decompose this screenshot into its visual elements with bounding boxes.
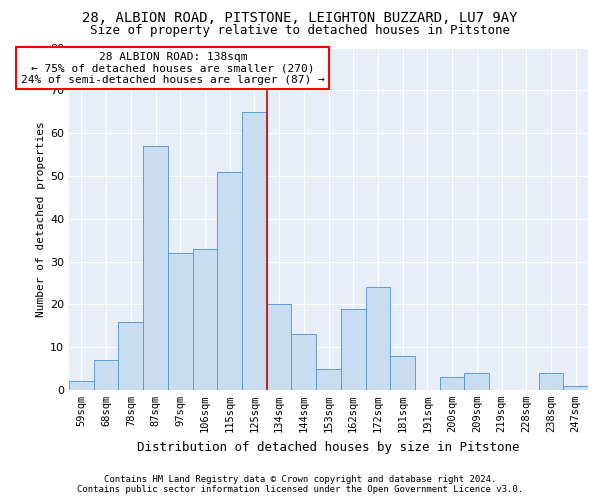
Bar bbox=[341, 308, 365, 390]
Bar bbox=[168, 253, 193, 390]
Text: Contains public sector information licensed under the Open Government Licence v3: Contains public sector information licen… bbox=[77, 485, 523, 494]
Text: Size of property relative to detached houses in Pitstone: Size of property relative to detached ho… bbox=[90, 24, 510, 37]
Bar bbox=[242, 112, 267, 390]
Text: 28 ALBION ROAD: 138sqm
← 75% of detached houses are smaller (270)
24% of semi-de: 28 ALBION ROAD: 138sqm ← 75% of detached… bbox=[21, 52, 325, 85]
Bar bbox=[464, 373, 489, 390]
Bar bbox=[292, 334, 316, 390]
Bar bbox=[539, 373, 563, 390]
Bar bbox=[193, 248, 217, 390]
Bar bbox=[267, 304, 292, 390]
Text: Contains HM Land Registry data © Crown copyright and database right 2024.: Contains HM Land Registry data © Crown c… bbox=[104, 475, 496, 484]
Bar bbox=[440, 377, 464, 390]
Bar bbox=[69, 382, 94, 390]
Bar bbox=[316, 368, 341, 390]
Bar bbox=[94, 360, 118, 390]
Bar bbox=[118, 322, 143, 390]
Y-axis label: Number of detached properties: Number of detached properties bbox=[36, 121, 46, 316]
Bar bbox=[365, 287, 390, 390]
Bar bbox=[217, 172, 242, 390]
Bar bbox=[390, 356, 415, 390]
Text: 28, ALBION ROAD, PITSTONE, LEIGHTON BUZZARD, LU7 9AY: 28, ALBION ROAD, PITSTONE, LEIGHTON BUZZ… bbox=[82, 11, 518, 25]
Bar bbox=[563, 386, 588, 390]
X-axis label: Distribution of detached houses by size in Pitstone: Distribution of detached houses by size … bbox=[137, 440, 520, 454]
Bar bbox=[143, 146, 168, 390]
